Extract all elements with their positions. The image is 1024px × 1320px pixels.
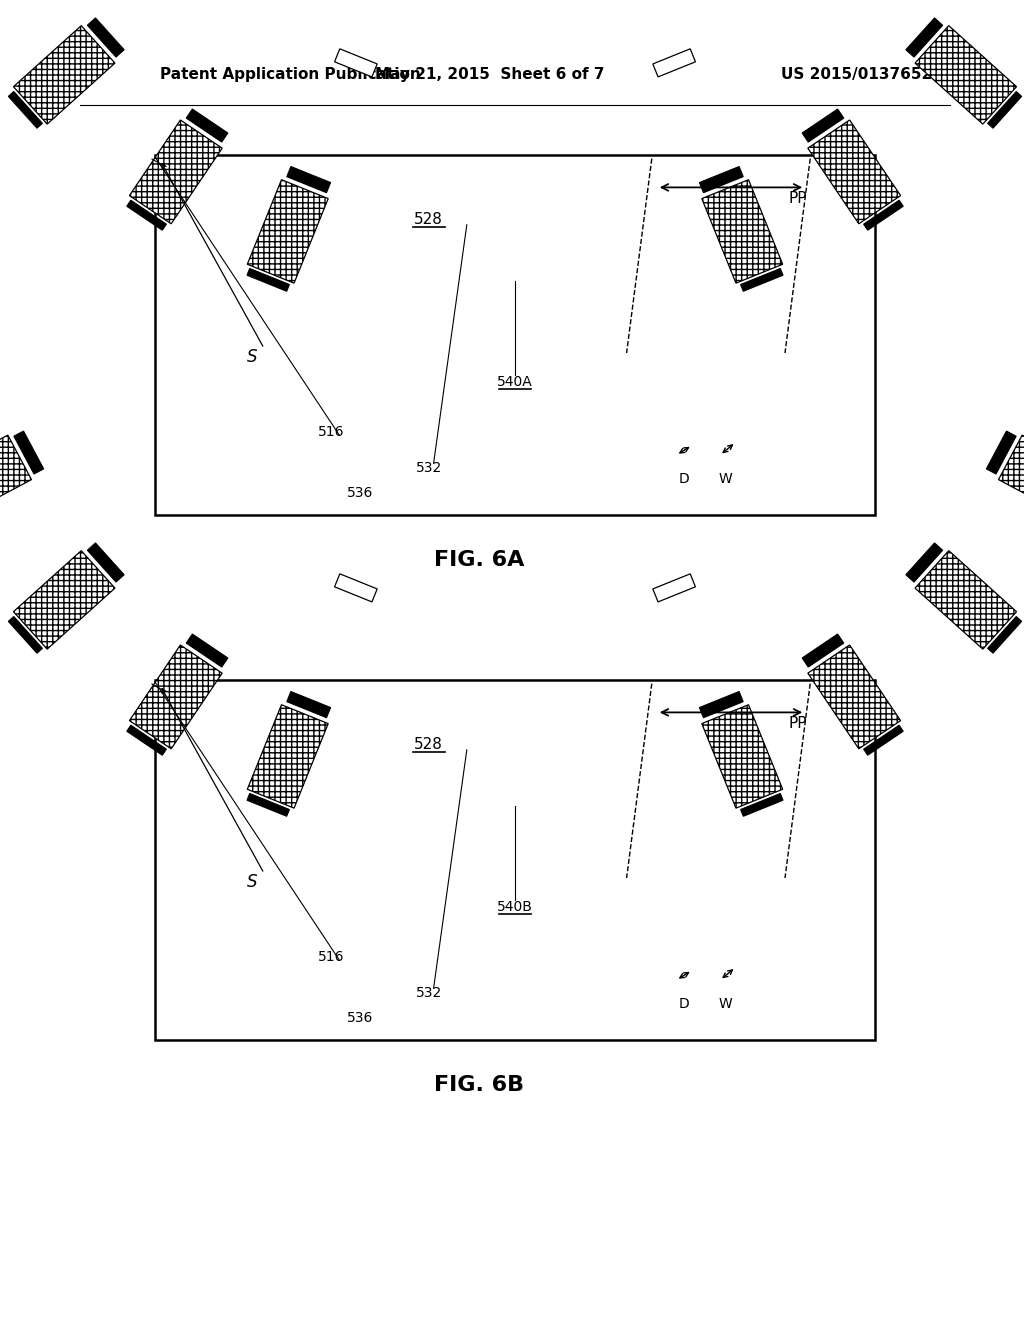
Bar <box>802 634 844 667</box>
Bar <box>87 18 124 57</box>
Bar <box>14 432 44 474</box>
Bar <box>248 180 329 284</box>
Text: W: W <box>718 997 732 1011</box>
Text: FIG. 6B: FIG. 6B <box>434 1074 524 1096</box>
Text: 516: 516 <box>318 950 345 964</box>
Bar <box>186 110 228 143</box>
Text: US 2015/0137652 A1: US 2015/0137652 A1 <box>780 67 959 82</box>
Bar <box>155 680 874 1040</box>
Bar <box>129 645 222 748</box>
Bar <box>987 91 1022 128</box>
Bar <box>998 436 1024 523</box>
Bar <box>906 543 943 582</box>
Bar <box>701 180 782 284</box>
Text: FIG. 6A: FIG. 6A <box>434 550 524 570</box>
Bar <box>247 268 290 292</box>
Bar <box>247 793 290 816</box>
Text: Patent Application Publication: Patent Application Publication <box>160 67 421 82</box>
Bar <box>802 110 844 143</box>
Text: S: S <box>247 873 257 891</box>
Bar <box>699 692 743 718</box>
Text: D: D <box>679 997 689 1011</box>
Bar <box>701 705 782 808</box>
Bar <box>915 25 1017 124</box>
Bar <box>127 725 166 755</box>
Bar <box>740 268 783 292</box>
Bar <box>808 645 900 748</box>
Bar <box>335 49 377 77</box>
Bar <box>13 550 115 649</box>
Bar <box>653 49 695 77</box>
Bar <box>248 705 329 808</box>
Bar <box>127 201 166 230</box>
Bar <box>740 793 783 816</box>
Bar <box>287 692 331 718</box>
Text: 532: 532 <box>416 461 441 475</box>
Bar <box>8 616 42 653</box>
Text: 536: 536 <box>347 1011 374 1026</box>
Bar <box>653 574 695 602</box>
Bar <box>915 550 1017 649</box>
Text: PP: PP <box>788 715 807 731</box>
Bar <box>13 25 115 124</box>
Text: 516: 516 <box>318 425 345 440</box>
Bar <box>863 201 903 230</box>
Text: W: W <box>718 473 732 486</box>
Text: 540A: 540A <box>497 375 532 389</box>
Bar <box>986 432 1016 474</box>
Text: 536: 536 <box>347 486 374 500</box>
Text: 540B: 540B <box>497 900 532 913</box>
Bar <box>186 634 228 667</box>
Bar <box>808 120 900 224</box>
Bar <box>287 166 331 193</box>
Text: 528: 528 <box>414 738 443 752</box>
Text: 528: 528 <box>414 213 443 227</box>
Text: D: D <box>679 473 689 486</box>
Bar <box>129 120 222 224</box>
Bar <box>0 436 32 523</box>
Text: May 21, 2015  Sheet 6 of 7: May 21, 2015 Sheet 6 of 7 <box>375 67 605 82</box>
Bar <box>987 616 1022 653</box>
Bar <box>863 725 903 755</box>
Text: PP: PP <box>788 190 807 206</box>
Bar <box>699 166 743 193</box>
Bar <box>155 154 874 515</box>
Bar <box>8 91 42 128</box>
Bar <box>906 18 943 57</box>
Bar <box>335 574 377 602</box>
Bar <box>87 543 124 582</box>
Text: 532: 532 <box>416 986 441 1001</box>
Text: S: S <box>247 347 257 366</box>
